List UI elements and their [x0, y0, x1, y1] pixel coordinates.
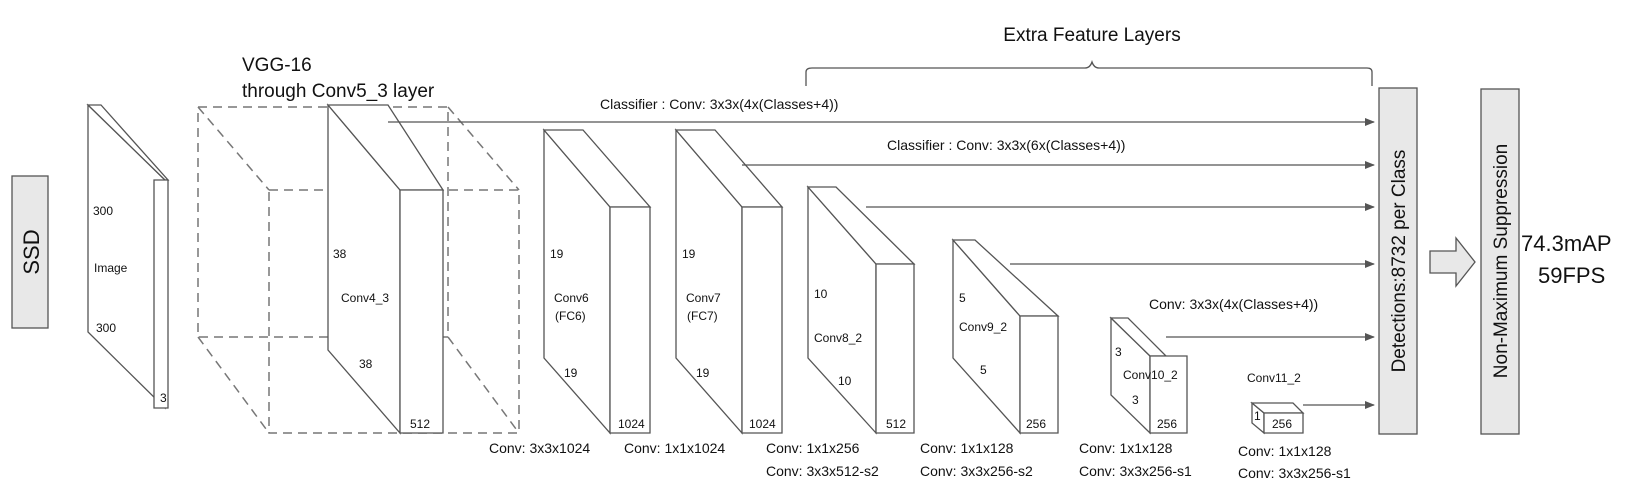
conv8-2-width-label: 10 [838, 374, 852, 388]
conv7-block: 19 Conv7 (FC7) 19 1024 [674, 128, 784, 435]
conv8-2-caption-line-2: Conv: 3x3x512-s2 [766, 463, 879, 479]
conv10-2-caption-line-1: Conv: 1x1x128 [1079, 440, 1173, 456]
conv4-3-name-label: Conv4_3 [341, 291, 389, 305]
conv9-2-caption-line-1: Conv: 1x1x128 [920, 440, 1014, 456]
conv4-3-block: 38 Conv4_3 38 512 [326, 103, 445, 435]
ssd-label: SSD [19, 229, 44, 274]
image-width-label: 300 [96, 321, 116, 335]
conv6-block: 19 Conv6 (FC6) 19 1024 [542, 128, 652, 435]
nms-box: Non-Maximum Suppression [1480, 88, 1520, 435]
extra-feature-layers-brace [805, 59, 1373, 86]
conv10-2-name-label: Conv10_2 [1123, 368, 1178, 382]
conv7-alias-label: (FC7) [687, 309, 718, 323]
conv9-2-block: 5 Conv9_2 5 256 [951, 238, 1060, 435]
detections-box: Detections:8732 per Class [1378, 87, 1418, 435]
conv8-2-caption-line-1: Conv: 1x1x256 [766, 440, 860, 456]
conv7-height-label: 19 [682, 247, 696, 261]
conv6-height-label: 19 [550, 247, 564, 261]
fps-metric: 59FPS [1538, 263, 1605, 288]
conv4-3-width-label: 38 [359, 357, 373, 371]
conv6-width-label: 19 [564, 366, 578, 380]
conv7-name-label: Conv7 [686, 291, 721, 305]
map-metric: 74.3mAP [1521, 231, 1612, 256]
feature-arrows [388, 118, 1375, 409]
conv8-2-name-label: Conv8_2 [814, 331, 862, 345]
conv11-2-height-label: 1 [1254, 409, 1261, 423]
conv10-2-depth-label: 256 [1157, 417, 1177, 431]
conv10-classifier-label: Conv: 3x3x(4x(Classes+4)) [1149, 296, 1318, 312]
image-depth-label: 3 [160, 391, 167, 405]
ssd-label-box: SSD [11, 175, 49, 329]
conv10-2-width-label: 3 [1132, 393, 1139, 407]
conv11-2-caption-line-1: Conv: 1x1x128 [1238, 443, 1332, 459]
conv6-alias-label: (FC6) [555, 309, 586, 323]
conv11-2-depth-label: 256 [1272, 417, 1292, 431]
conv9-2-name-label: Conv9_2 [959, 320, 1007, 334]
conv9-2-caption-line-2: Conv: 3x3x256-s2 [920, 463, 1033, 479]
conv9-2-depth-label: 256 [1026, 417, 1046, 431]
conv4-3-height-label: 38 [333, 247, 347, 261]
image-name-label: Image [94, 261, 128, 275]
conv10-2-height-label: 3 [1115, 345, 1122, 359]
conv8-2-depth-label: 512 [886, 417, 906, 431]
vgg-title-line-1: VGG-16 [242, 55, 312, 76]
extra-feature-layers-label: Extra Feature Layers [1003, 25, 1180, 46]
nms-arrow [1429, 236, 1476, 288]
image-height-label: 300 [93, 204, 113, 218]
conv10-2-caption-line-2: Conv: 3x3x256-s1 [1079, 463, 1192, 479]
classifier-label-1: Classifier : Conv: 3x3x(4x(Classes+4)) [600, 96, 838, 112]
conv7-caption: Conv: 1x1x1024 [624, 440, 725, 456]
conv11-2-caption-line-2: Conv: 3x3x256-s1 [1238, 465, 1351, 481]
conv7-width-label: 19 [696, 366, 710, 380]
nms-label: Non-Maximum Suppression [1491, 144, 1512, 378]
conv6-depth-label: 1024 [618, 417, 645, 431]
conv11-2-block: 1 256 [1250, 401, 1305, 435]
conv4-3-depth-label: 512 [410, 417, 430, 431]
conv6-name-label: Conv6 [554, 291, 589, 305]
conv7-depth-label: 1024 [749, 417, 776, 431]
conv8-2-height-label: 10 [814, 287, 828, 301]
conv11-2-name-label: Conv11_2 [1247, 371, 1301, 385]
conv6-caption: Conv: 3x3x1024 [489, 440, 590, 456]
conv10-2-block: 3 Conv10_2 3 256 [1109, 316, 1188, 435]
conv9-2-width-label: 5 [980, 363, 987, 377]
conv9-2-height-label: 5 [959, 291, 966, 305]
detections-label: Detections:8732 per Class [1389, 150, 1410, 373]
image-block: 300 Image 300 3 [86, 103, 170, 410]
classifier-label-2: Classifier : Conv: 3x3x(6x(Classes+4)) [887, 137, 1125, 153]
conv8-2-block: 10 Conv8_2 10 512 [806, 185, 916, 435]
vgg-title-line-2: through Conv5_3 layer [242, 81, 435, 102]
